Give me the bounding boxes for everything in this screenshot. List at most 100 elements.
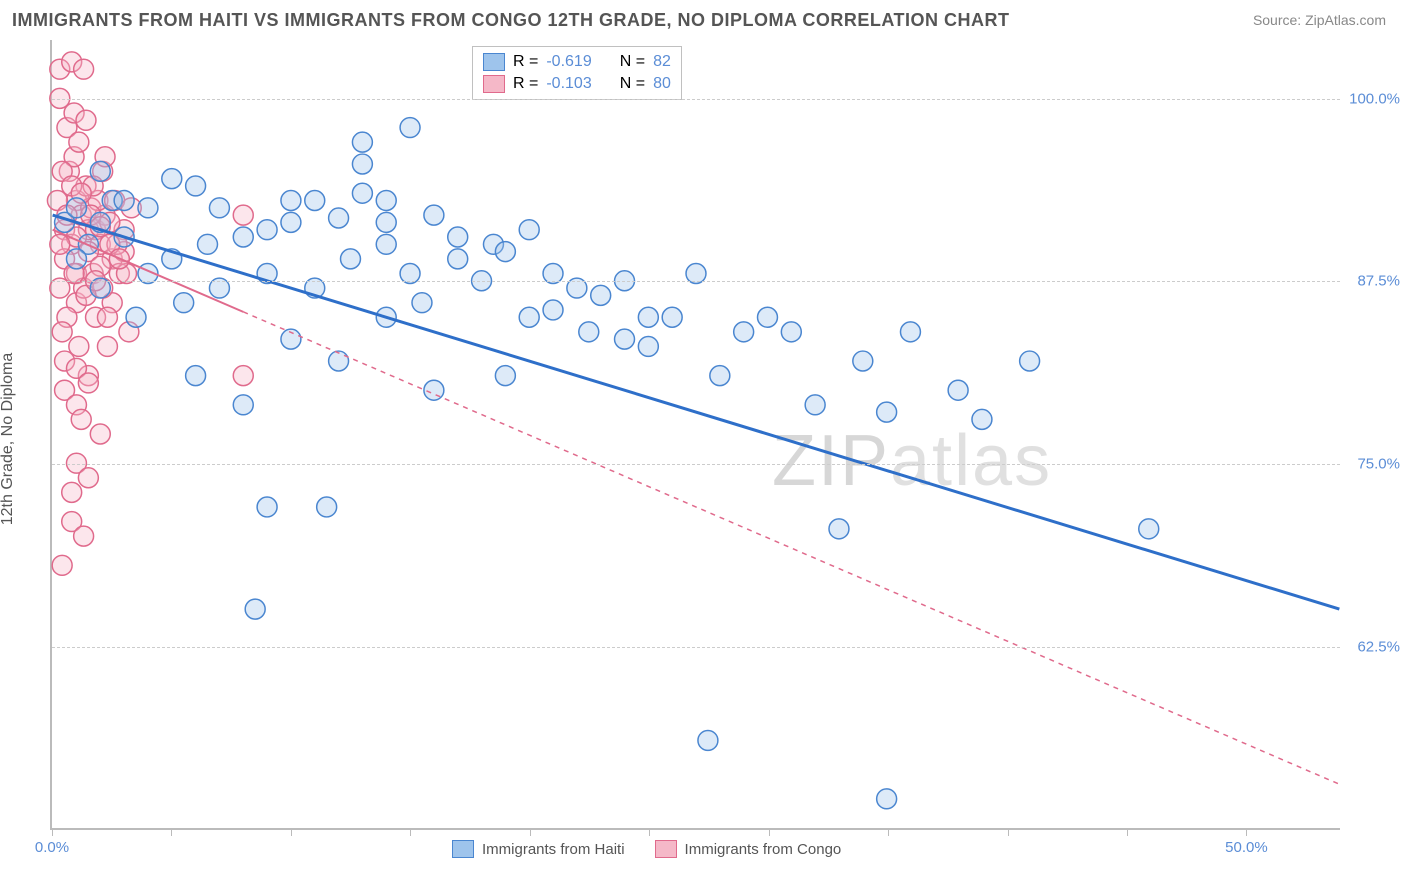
scatter-point-haiti: [853, 351, 873, 371]
scatter-point-haiti: [448, 227, 468, 247]
legend-stats-box: R = -0.619 N = 82 R = -0.103 N = 80: [472, 46, 682, 100]
y-tick-label: 100.0%: [1349, 90, 1400, 107]
scatter-point-congo: [52, 322, 72, 342]
scatter-point-haiti: [698, 730, 718, 750]
scatter-point-haiti: [424, 205, 444, 225]
scatter-point-congo: [90, 424, 110, 444]
scatter-point-haiti: [829, 519, 849, 539]
x-tick: [888, 828, 889, 836]
scatter-point-haiti: [281, 191, 301, 211]
scatter-point-haiti: [162, 169, 182, 189]
scatter-point-congo: [69, 132, 89, 152]
scatter-point-congo: [78, 468, 98, 488]
scatter-point-haiti: [758, 307, 778, 327]
gridline-h: [52, 99, 1340, 100]
scatter-point-haiti: [305, 191, 325, 211]
scatter-point-haiti: [579, 322, 599, 342]
legend-r-value-congo: -0.103: [546, 75, 591, 93]
scatter-point-haiti: [662, 307, 682, 327]
legend-swatch-haiti: [483, 53, 505, 71]
scatter-point-haiti: [329, 351, 349, 371]
x-tick: [291, 828, 292, 836]
scatter-svg: [52, 40, 1340, 828]
legend-stats-row-haiti: R = -0.619 N = 82: [483, 51, 671, 73]
y-tick-label: 75.0%: [1357, 456, 1400, 473]
scatter-point-haiti: [400, 118, 420, 138]
scatter-point-haiti: [638, 336, 658, 356]
legend-label-haiti: Immigrants from Haiti: [482, 841, 625, 858]
scatter-point-haiti: [174, 293, 194, 313]
scatter-point-haiti: [233, 227, 253, 247]
x-tick: [769, 828, 770, 836]
scatter-point-haiti: [257, 497, 277, 517]
source-credit: Source: ZipAtlas.com: [1253, 12, 1386, 28]
x-tick: [1246, 828, 1247, 836]
legend-r-value-haiti: -0.619: [546, 53, 591, 71]
legend-label-congo: Immigrants from Congo: [685, 841, 842, 858]
gridline-h: [52, 281, 1340, 282]
scatter-point-haiti: [352, 183, 372, 203]
scatter-point-haiti: [638, 307, 658, 327]
scatter-point-haiti: [710, 366, 730, 386]
scatter-point-haiti: [341, 249, 361, 269]
scatter-point-haiti: [543, 300, 563, 320]
scatter-point-haiti: [376, 212, 396, 232]
scatter-point-haiti: [90, 161, 110, 181]
scatter-point-haiti: [781, 322, 801, 342]
chart-plot-area: ZIPatlas R = -0.619 N = 82 R = -0.103 N …: [50, 40, 1340, 830]
scatter-point-haiti: [615, 329, 635, 349]
legend-r-prefix: R =: [513, 75, 538, 93]
scatter-point-haiti: [495, 242, 515, 262]
x-tick: [171, 828, 172, 836]
gridline-h: [52, 647, 1340, 648]
scatter-point-congo: [78, 373, 98, 393]
legend-n-value-congo: 80: [653, 75, 671, 93]
scatter-point-haiti: [138, 198, 158, 218]
x-tick: [1127, 828, 1128, 836]
scatter-point-congo: [76, 110, 96, 130]
scatter-point-haiti: [233, 395, 253, 415]
scatter-point-haiti: [734, 322, 754, 342]
scatter-point-haiti: [591, 285, 611, 305]
scatter-point-congo: [74, 59, 94, 79]
scatter-point-haiti: [972, 409, 992, 429]
legend-r-prefix: R =: [513, 53, 538, 71]
legend-n-value-haiti: 82: [653, 53, 671, 71]
scatter-point-congo: [74, 526, 94, 546]
scatter-point-haiti: [66, 249, 86, 269]
x-tick-label: 50.0%: [1225, 839, 1268, 856]
gridline-h: [52, 464, 1340, 465]
scatter-point-congo: [97, 307, 117, 327]
scatter-point-haiti: [1020, 351, 1040, 371]
legend-bottom-swatch-haiti: [452, 840, 474, 858]
scatter-point-congo: [97, 336, 117, 356]
scatter-point-congo: [233, 366, 253, 386]
scatter-point-haiti: [245, 599, 265, 619]
scatter-point-congo: [233, 205, 253, 225]
scatter-point-congo: [52, 555, 72, 575]
scatter-point-haiti: [198, 234, 218, 254]
scatter-point-haiti: [329, 208, 349, 228]
legend-swatch-congo: [483, 75, 505, 93]
scatter-point-haiti: [448, 249, 468, 269]
scatter-point-haiti: [495, 366, 515, 386]
x-tick: [410, 828, 411, 836]
scatter-point-haiti: [352, 132, 372, 152]
scatter-point-haiti: [877, 789, 897, 809]
scatter-point-congo: [62, 482, 82, 502]
regression-line-dashed-congo: [243, 312, 1339, 784]
scatter-point-haiti: [126, 307, 146, 327]
scatter-point-haiti: [877, 402, 897, 422]
scatter-point-haiti: [900, 322, 920, 342]
scatter-point-haiti: [519, 307, 539, 327]
scatter-point-haiti: [376, 191, 396, 211]
scatter-point-congo: [50, 234, 70, 254]
x-tick: [649, 828, 650, 836]
y-tick-label: 87.5%: [1357, 273, 1400, 290]
scatter-point-congo: [71, 409, 91, 429]
x-tick: [1008, 828, 1009, 836]
scatter-point-haiti: [317, 497, 337, 517]
legend-item-haiti: Immigrants from Haiti: [452, 840, 625, 858]
scatter-point-haiti: [805, 395, 825, 415]
scatter-point-haiti: [186, 176, 206, 196]
